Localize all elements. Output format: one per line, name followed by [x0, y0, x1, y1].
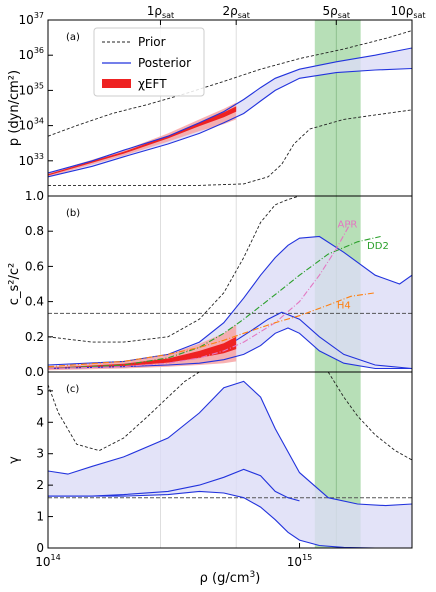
- posterior-line: [48, 67, 412, 178]
- panel-b-plot: APR DD2 H4: [48, 196, 412, 372]
- posterior-line: [48, 490, 412, 548]
- legend-prior-label: Prior: [138, 35, 166, 49]
- green-band: [314, 20, 361, 196]
- posterior-line: [235, 311, 412, 370]
- top-tick-label: 2ρsat: [222, 4, 249, 20]
- panel-c-ylabel: γ: [7, 456, 22, 464]
- model-line-dd2: [48, 235, 381, 370]
- prior-line: [48, 109, 412, 186]
- y-tick-label: 5: [36, 384, 44, 398]
- y-tick-label: 0: [36, 541, 44, 555]
- panel-b-ylabel: c_s²/c²: [7, 263, 22, 305]
- prior-line: [48, 372, 200, 452]
- legend-eft-swatch: [102, 79, 131, 88]
- model-line-apr: [48, 222, 352, 370]
- model-annotation-apr: APR: [337, 220, 357, 231]
- top-tick-label: 1ρsat: [147, 4, 174, 20]
- y-tick-label: 0.2: [25, 330, 44, 344]
- y-tick-label: 1.0: [25, 189, 44, 203]
- panel-a-plot: [48, 20, 412, 196]
- panel-b-label: (b): [66, 208, 80, 219]
- posterior-band: [48, 381, 412, 548]
- top-tick-label: 5ρsat: [323, 4, 350, 20]
- y-tick-label: 1035: [19, 81, 44, 97]
- posterior-band: [48, 236, 412, 369]
- panel-a-y-ticks: 1033 1034 1035 1036 1037: [19, 11, 53, 168]
- legend-posterior-label: Posterior: [138, 56, 191, 70]
- legend-eft-label: χEFT: [138, 77, 167, 91]
- posterior-line: [48, 380, 412, 507]
- y-tick-label: 1034: [19, 117, 44, 133]
- posterior-line: [48, 327, 412, 370]
- posterior-line: [48, 235, 412, 366]
- model-annotation-dd2: DD2: [367, 241, 389, 252]
- y-tick-label: 1033: [19, 152, 44, 168]
- top-axis-ticks: 1ρsat 2ρsat 5ρsat 10ρsat: [147, 4, 426, 25]
- y-tick-label: 2: [36, 478, 44, 492]
- panel-a-ylabel: p (dyn/cm²): [7, 70, 22, 146]
- y-tick-label: 0.6: [25, 259, 44, 273]
- y-tick-label: 1037: [19, 11, 44, 27]
- x-tick-label: 1014: [35, 553, 60, 569]
- x-tick-label: 1015: [287, 553, 312, 569]
- prior-line: [48, 30, 412, 137]
- panel-c-frame: [47, 371, 413, 549]
- top-tick-label: 10ρsat: [390, 4, 425, 20]
- panel-c-label: (c): [66, 384, 79, 395]
- panel-a-label: (a): [66, 32, 80, 43]
- y-tick-label: 0.0: [25, 365, 44, 379]
- x-axis-ticks: 1014 1015: [35, 543, 312, 569]
- panel-b-y-ticks: 0.0 0.2 0.4 0.6 0.8 1.0: [25, 189, 53, 379]
- eft-band-inner: [48, 336, 237, 370]
- model-annotation-h4: H4: [337, 301, 351, 312]
- y-tick-label: 0.8: [25, 224, 44, 238]
- y-tick-label: 1036: [19, 46, 44, 62]
- x-axis-label: ρ (g/cm3): [200, 570, 261, 586]
- panel-c-plot: [48, 372, 412, 548]
- legend: Prior Posterior χEFT: [93, 27, 205, 97]
- panel-b: APR DD2 H4 (b) 0.0 0.2 0.4 0.6 0.8 1.0 c_s²/c²: [7, 189, 413, 379]
- model-line-h4: [48, 292, 376, 368]
- posterior-line: [48, 468, 300, 502]
- prior-line: [48, 196, 344, 343]
- panel-c-y-ticks: 0 1 2 3 4 5: [36, 384, 53, 555]
- y-tick-label: 3: [36, 447, 44, 461]
- y-tick-label: 0.4: [25, 295, 44, 309]
- panel-a: (a) 1033 1034 1035 1036 1037 p (dyn/cm²) 1ρs…: [7, 4, 426, 197]
- panel-c: (c) 0 1 2 3 4 5 γ: [7, 371, 413, 555]
- y-tick-label: 1: [36, 510, 44, 524]
- y-tick-label: 4: [36, 415, 44, 429]
- posterior-line: [48, 47, 412, 174]
- prior-line: [327, 372, 412, 461]
